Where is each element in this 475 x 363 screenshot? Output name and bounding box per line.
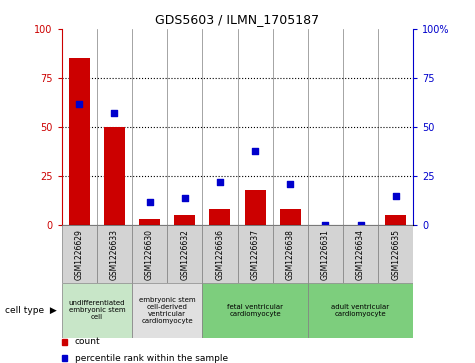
Text: GSM1226636: GSM1226636 bbox=[216, 229, 224, 280]
Text: percentile rank within the sample: percentile rank within the sample bbox=[75, 354, 228, 363]
Point bbox=[111, 110, 118, 116]
Text: fetal ventricular
cardiomyocyte: fetal ventricular cardiomyocyte bbox=[227, 304, 283, 317]
Point bbox=[146, 199, 153, 204]
Text: GSM1226633: GSM1226633 bbox=[110, 229, 119, 280]
Bar bbox=[104, 127, 125, 225]
Bar bbox=[132, 225, 167, 283]
Bar bbox=[69, 58, 90, 225]
Bar bbox=[273, 225, 308, 283]
Text: undifferentiated
embryonic stem
cell: undifferentiated embryonic stem cell bbox=[68, 300, 125, 321]
Text: GSM1226638: GSM1226638 bbox=[286, 229, 294, 280]
Point bbox=[181, 195, 189, 200]
Title: GDS5603 / ILMN_1705187: GDS5603 / ILMN_1705187 bbox=[155, 13, 320, 26]
Text: GSM1226630: GSM1226630 bbox=[145, 229, 154, 280]
Point bbox=[76, 101, 83, 106]
Bar bbox=[238, 225, 273, 283]
Bar bbox=[308, 283, 413, 338]
Bar bbox=[62, 283, 132, 338]
Bar bbox=[385, 215, 406, 225]
Bar bbox=[139, 219, 160, 225]
Bar bbox=[62, 225, 97, 283]
Text: GSM1226634: GSM1226634 bbox=[356, 229, 365, 280]
Point bbox=[392, 193, 399, 199]
Text: GSM1226635: GSM1226635 bbox=[391, 229, 400, 280]
Bar bbox=[280, 209, 301, 225]
Bar bbox=[343, 225, 378, 283]
Bar bbox=[202, 225, 238, 283]
Point bbox=[322, 222, 329, 228]
Text: GSM1226631: GSM1226631 bbox=[321, 229, 330, 280]
Point bbox=[216, 179, 224, 185]
Bar bbox=[209, 209, 230, 225]
Bar bbox=[202, 283, 308, 338]
Text: GSM1226632: GSM1226632 bbox=[180, 229, 189, 280]
Point bbox=[357, 222, 364, 228]
Bar bbox=[174, 215, 195, 225]
Text: count: count bbox=[75, 338, 100, 347]
Bar bbox=[97, 225, 132, 283]
Bar bbox=[245, 190, 266, 225]
Text: embryonic stem
cell-derived
ventricular
cardiomyocyte: embryonic stem cell-derived ventricular … bbox=[139, 297, 196, 324]
Text: GSM1226629: GSM1226629 bbox=[75, 229, 84, 280]
Text: GSM1226637: GSM1226637 bbox=[251, 229, 259, 280]
Point bbox=[251, 148, 259, 154]
Bar bbox=[378, 225, 413, 283]
Bar bbox=[167, 225, 202, 283]
Bar bbox=[132, 283, 202, 338]
Point bbox=[286, 181, 294, 187]
Bar bbox=[308, 225, 343, 283]
Text: adult ventricular
cardiomyocyte: adult ventricular cardiomyocyte bbox=[332, 304, 389, 317]
Text: cell type  ▶: cell type ▶ bbox=[5, 306, 57, 315]
